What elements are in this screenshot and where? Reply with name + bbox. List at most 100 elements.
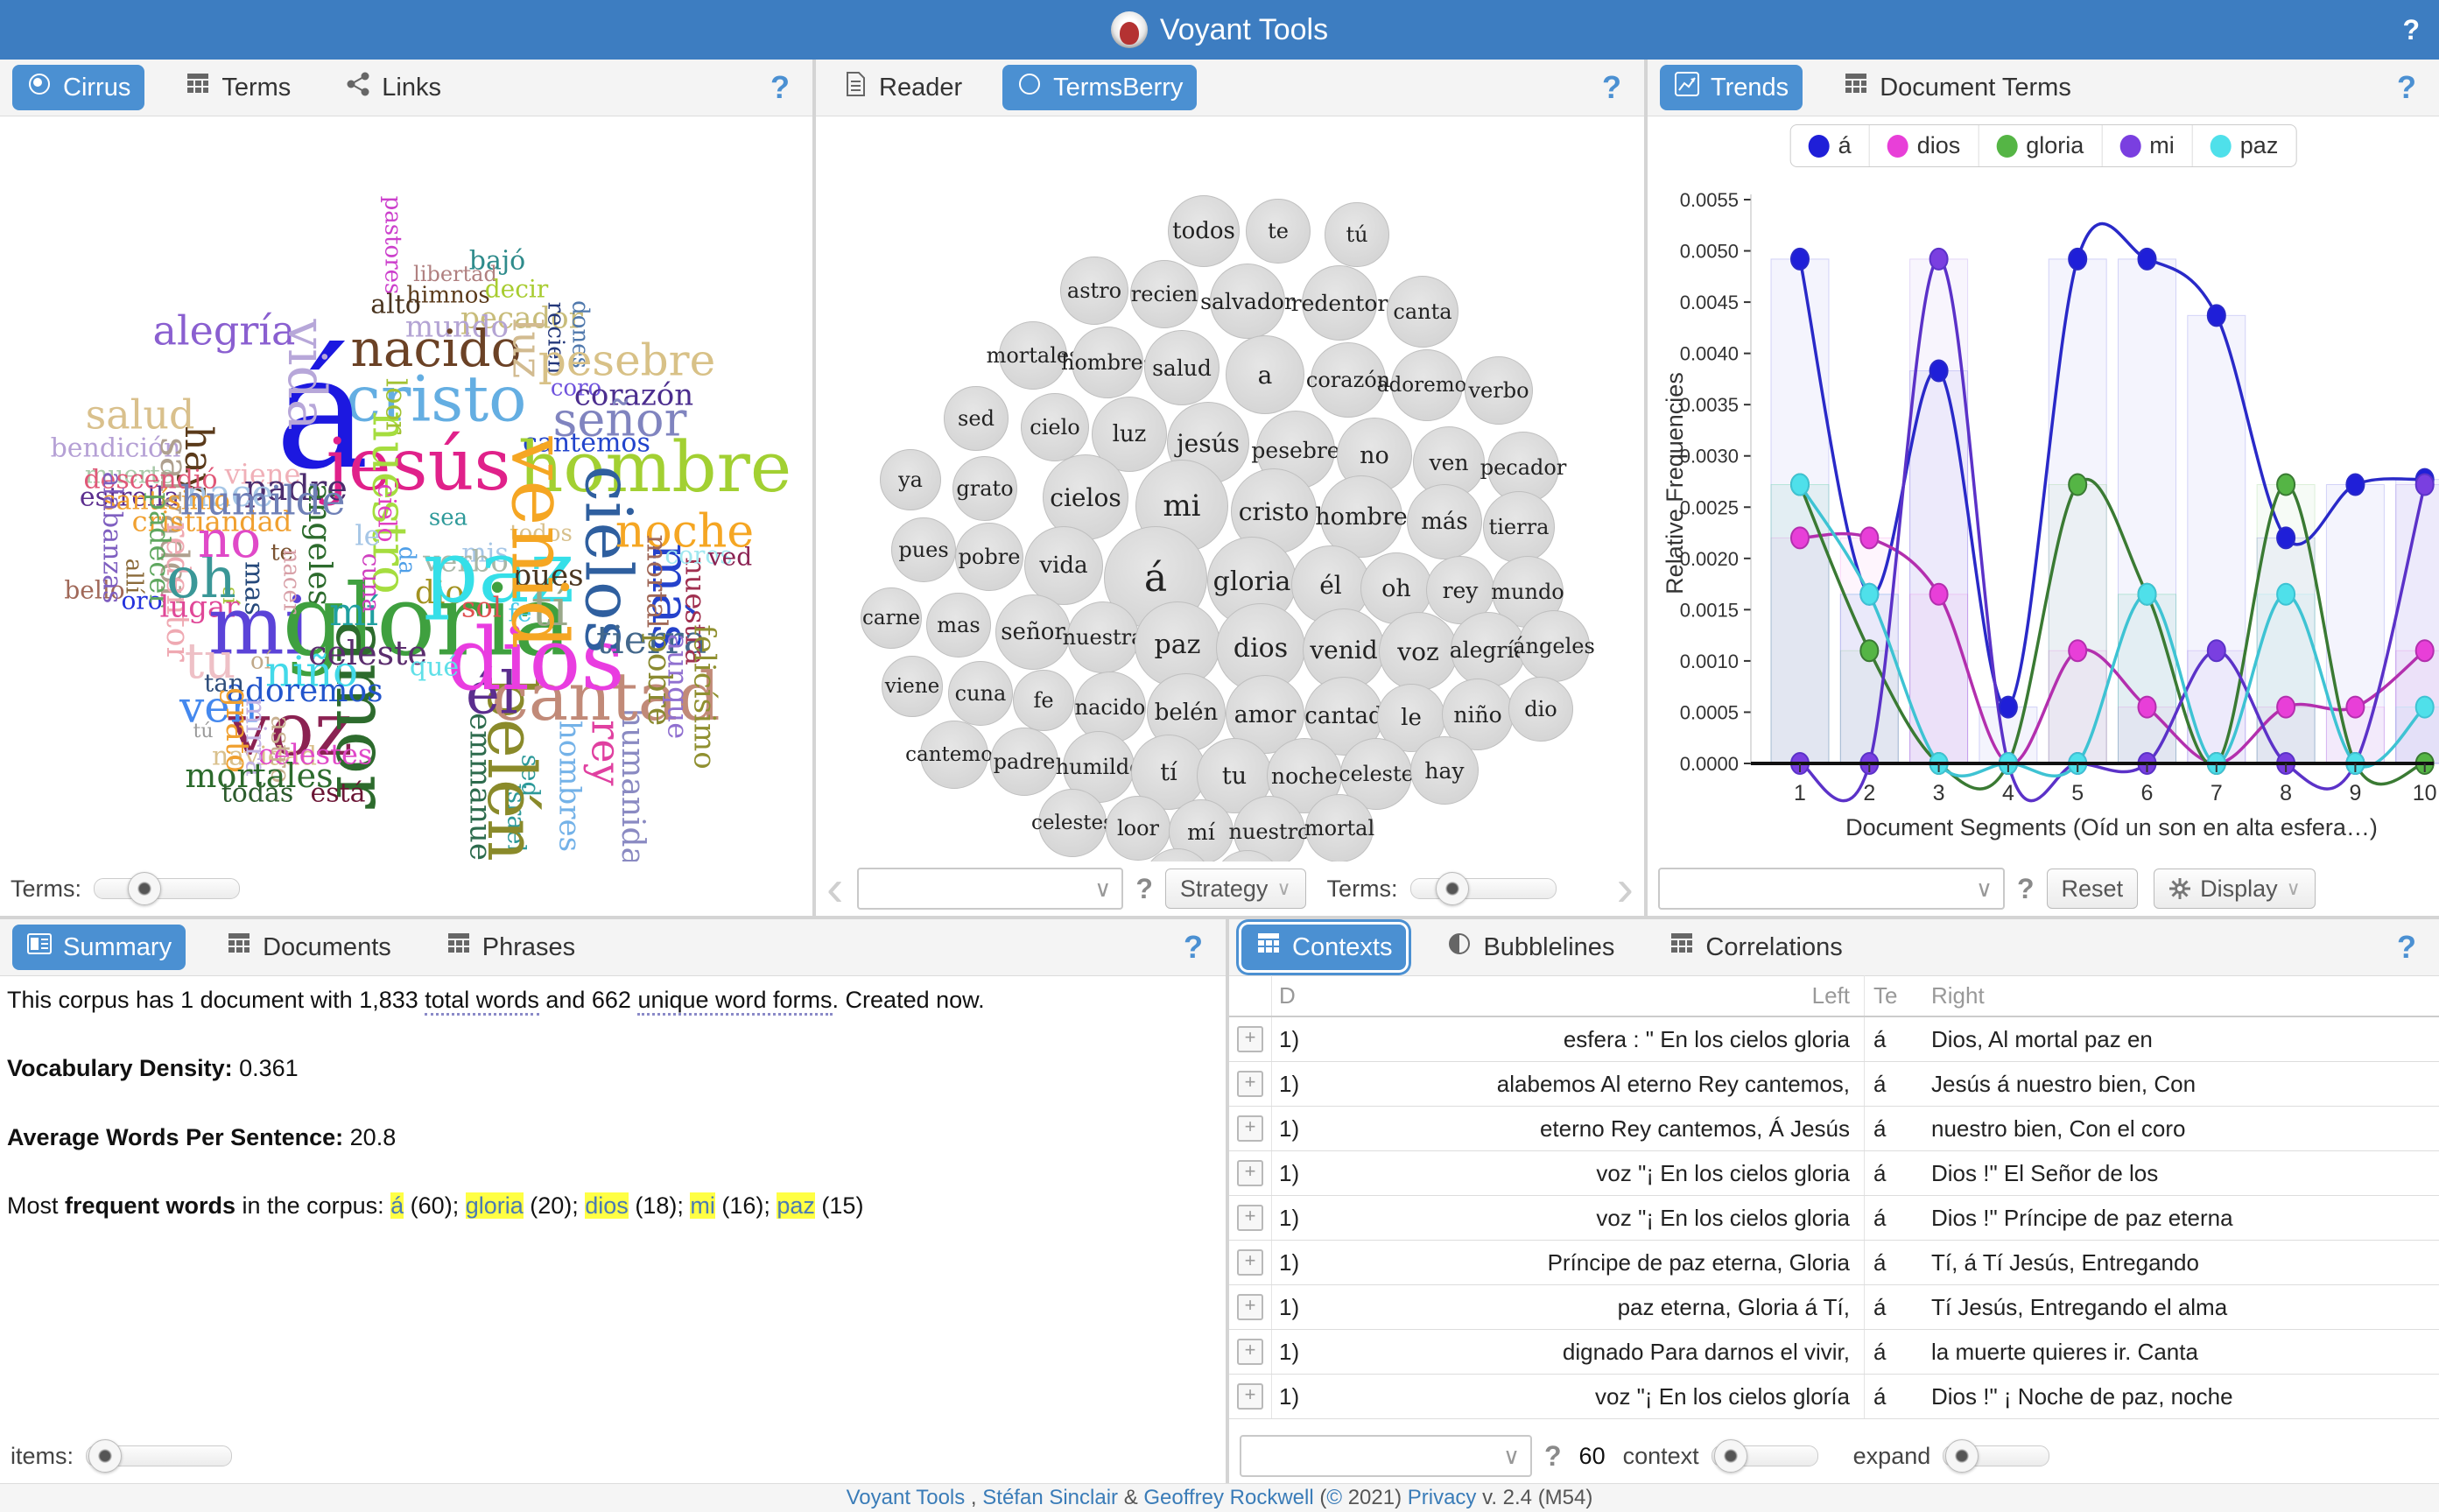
cloud-word[interactable]: tierra <box>595 618 707 664</box>
legend-item-paz[interactable]: paz <box>2191 125 2296 166</box>
cloud-word[interactable]: sol <box>461 590 502 624</box>
termsberry-term[interactable]: canta <box>1387 276 1458 348</box>
cloud-word[interactable]: celeste <box>308 633 427 672</box>
tab-trends[interactable]: Trends <box>1660 65 1803 110</box>
cloud-word[interactable]: cantad <box>491 657 720 735</box>
cloud-word[interactable]: á <box>275 321 369 504</box>
termsberry-term[interactable]: oh <box>1360 552 1432 624</box>
footer-link[interactable]: © <box>1326 1486 1343 1509</box>
context-row[interactable]: +1) dignado Para darnos el vivir, á la muer… <box>1229 1330 2439 1375</box>
termsberry-term[interactable]: salud <box>1144 330 1220 405</box>
footer-link[interactable]: Geoffrey Rockwell <box>1143 1486 1314 1509</box>
termsberry-term[interactable]: salvador <box>1200 264 1295 339</box>
termsberry-term[interactable]: tierra <box>1483 491 1555 563</box>
panel-help-icon[interactable]: ? <box>2397 69 2416 105</box>
doc-column-header[interactable]: D <box>1279 981 1296 1009</box>
termsberry-term[interactable]: celestes <box>1031 789 1114 857</box>
tab-phrases[interactable]: Phrases <box>432 925 589 970</box>
context-row[interactable]: +1) esfera : " En los cielos gloria á Dios,… <box>1229 1017 2439 1062</box>
cloud-word[interactable]: lugar <box>159 589 240 625</box>
cloud-word[interactable]: loor <box>379 377 413 435</box>
cloud-word[interactable]: nacido <box>350 318 522 378</box>
context-row[interactable]: +1) voz "¡ En los cielos gloría á Dios !" ¡… <box>1229 1375 2439 1419</box>
cloud-word[interactable]: bendición <box>50 433 181 464</box>
cloud-word[interactable]: decir <box>484 274 549 304</box>
termsberry-term[interactable]: cielo <box>1021 393 1089 461</box>
cloud-word[interactable]: jesús <box>326 424 511 508</box>
termsberry-term[interactable]: carne <box>861 587 922 649</box>
expand-row-icon[interactable]: + <box>1237 1383 1263 1410</box>
cloud-word[interactable]: hombres <box>552 720 587 853</box>
cloud-word[interactable]: nace <box>185 472 274 516</box>
termsberry-term[interactable]: señor <box>995 594 1071 670</box>
cloud-word[interactable]: fe <box>508 598 532 628</box>
termsberry-term[interactable]: verbo <box>1465 356 1533 425</box>
termsberry-term[interactable]: te <box>1246 199 1311 264</box>
tab-links[interactable]: Links <box>331 65 455 110</box>
termsberry-term[interactable]: pues <box>891 517 956 582</box>
cloud-word[interactable]: cantemos <box>523 427 650 459</box>
tab-correlations[interactable]: Correlations <box>1655 925 1856 970</box>
termsberry-term[interactable]: todos <box>1168 195 1240 267</box>
cloud-word[interactable]: todos <box>510 520 573 547</box>
cloud-word[interactable]: cristiandad <box>131 504 292 538</box>
cloud-word[interactable]: pesebre <box>538 334 716 386</box>
termsberry-term[interactable]: redentor <box>1291 265 1388 341</box>
termsberry-term[interactable]: corazón <box>1306 342 1390 418</box>
expand-slider[interactable] <box>1943 1439 2050 1473</box>
term-column-header[interactable]: Te <box>1864 975 1921 1016</box>
panel-help-icon[interactable]: ? <box>770 69 790 105</box>
slider-thumb[interactable] <box>1435 872 1469 905</box>
termsberry-term[interactable]: grato <box>952 456 1017 521</box>
cloud-word[interactable]: estrella <box>79 482 180 513</box>
right-column-header[interactable]: Right <box>1931 981 1985 1009</box>
footer-link[interactable]: Privacy <box>1407 1486 1477 1509</box>
termsberry-term[interactable]: más <box>1407 484 1482 559</box>
cloud-word[interactable]: todas <box>221 777 294 809</box>
cloud-word[interactable]: alabanzas <box>96 471 128 604</box>
cloud-word[interactable]: vida <box>276 319 337 431</box>
expand-row-icon[interactable]: + <box>1237 1115 1263 1142</box>
reset-button[interactable]: Reset <box>2046 869 2139 909</box>
footer-link[interactable]: Voyant Tools <box>846 1486 966 1509</box>
cloud-word[interactable]: qué <box>409 651 460 683</box>
cloud-word[interactable]: salud <box>85 390 195 439</box>
termsberry-term[interactable]: hombre <box>1315 475 1408 558</box>
prev-chevron-icon[interactable]: ‹ <box>826 860 844 917</box>
cirrus-terms-slider[interactable] <box>94 872 240 905</box>
cloud-word[interactable]: él <box>465 659 519 728</box>
slider-thumb[interactable] <box>1945 1439 1979 1473</box>
termsberry-term[interactable]: mundo <box>1491 556 1564 628</box>
cloud-word[interactable]: bajó <box>468 245 526 277</box>
termsberry-term[interactable]: cuna <box>948 661 1013 726</box>
expand-row-icon[interactable]: + <box>1237 1205 1263 1231</box>
cloud-word[interactable]: corazón <box>573 377 694 413</box>
tab-bubblelines[interactable]: Bubblelines <box>1432 925 1628 970</box>
cloud-word[interactable]: está <box>310 777 366 809</box>
tab-summary[interactable]: Summary <box>12 925 186 970</box>
legend-item-dios[interactable]: dios <box>1868 125 1979 166</box>
termsberry-term[interactable]: alegría <box>1450 612 1527 687</box>
expand-row-icon[interactable]: + <box>1237 1071 1263 1097</box>
cloud-word[interactable]: cuna <box>356 552 386 614</box>
cloud-word[interactable]: ven <box>179 681 259 733</box>
cloud-word[interactable]: muerte <box>84 460 175 489</box>
cloud-word[interactable]: felicísimo <box>686 624 722 770</box>
termsberry-search-combo[interactable]: ∨ <box>857 868 1124 910</box>
termsberry-term[interactable]: nuestra <box>1063 601 1143 673</box>
cloud-word[interactable]: le <box>355 518 381 552</box>
panel-help-icon[interactable]: ? <box>2397 929 2416 965</box>
tab-terms[interactable]: Terms <box>171 65 305 110</box>
cloud-word[interactable]: verbo <box>423 544 509 580</box>
termsberry-term[interactable]: paz <box>1135 601 1220 687</box>
frequent-word-link[interactable]: mi <box>690 1192 715 1220</box>
termsberry-term[interactable]: nacido <box>1074 672 1146 743</box>
cloud-word[interactable]: mi <box>207 579 311 673</box>
cloud-word[interactable]: oí <box>250 648 271 675</box>
expand-row-icon[interactable]: + <box>1237 1160 1263 1186</box>
panel-help-icon[interactable]: ? <box>1184 929 1203 965</box>
legend-item-mi[interactable]: mi <box>2101 125 2192 166</box>
display-button[interactable]: Display ∨ <box>2154 869 2316 909</box>
frequent-word-link[interactable]: paz <box>777 1192 815 1220</box>
cloud-word[interactable]: te <box>271 539 293 566</box>
